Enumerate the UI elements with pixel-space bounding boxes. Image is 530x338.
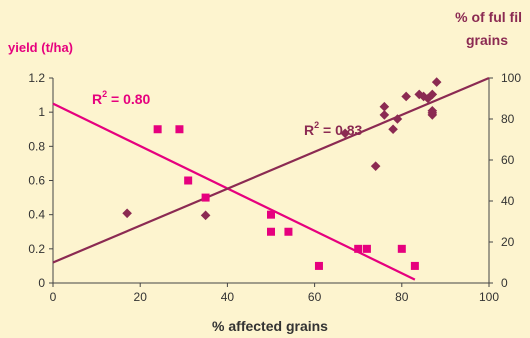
filled-grains-point [414, 89, 425, 100]
yield-point [175, 125, 184, 134]
filled-grains-point [388, 124, 398, 135]
y-right-tick-label: 0 [501, 276, 508, 290]
y-left-tick-label: 1 [38, 105, 45, 119]
r2-label-filled: R2 = 0.83 [304, 120, 363, 138]
yield-point [284, 227, 293, 236]
y-right-tick-label: 80 [501, 112, 515, 126]
y-left-tick-label: 0.8 [28, 139, 45, 153]
filled-grains-point [392, 114, 403, 124]
y-left-tick-label: 0 [38, 276, 45, 290]
trend-line-series-1 [52, 76, 490, 264]
y-axis-right-label-line1: % of ful fil [455, 9, 522, 25]
filled-grains-point [340, 128, 350, 139]
x-tick-label: 80 [395, 290, 409, 304]
filled-grains-point [401, 91, 411, 102]
yield-point [397, 244, 406, 253]
x-tick-label: 0 [50, 290, 57, 304]
r2-yield-prefix: R [92, 91, 102, 107]
yield-point [153, 125, 162, 134]
yield-point [201, 193, 210, 202]
y-right-tick-label: 100 [501, 71, 521, 85]
y-right-tick-label: 40 [501, 194, 515, 208]
r2-yield-sup: 2 [102, 89, 107, 99]
filled-grains-point [122, 208, 132, 219]
y-right-tick-label: 60 [501, 153, 515, 167]
data-points [122, 77, 442, 270]
x-tick-label: 20 [134, 290, 148, 304]
y-left-tick-label: 0.4 [28, 208, 45, 222]
yield-point [354, 244, 363, 253]
y-axis-left-label: yield (t/ha) [8, 40, 73, 55]
filled-grains-point [423, 93, 433, 104]
filled-grains-point [200, 210, 211, 221]
yield-point [267, 210, 275, 219]
y-right-tick-label: 20 [501, 235, 515, 249]
r2-label-yield: R2 = 0.80 [92, 89, 151, 107]
axes: 0 20 40 60 80 10000.20.40.60.811.202040608010… [28, 71, 521, 304]
r2-filled-prefix: R [304, 122, 314, 138]
r2-filled-sup: 2 [314, 120, 319, 130]
yield-point [314, 261, 323, 270]
r2-filled-value: = 0.83 [319, 122, 362, 138]
x-axis-label: % affected grains [212, 318, 328, 334]
filled-grains-point [379, 101, 390, 112]
trend-lines [52, 76, 490, 281]
yield-point [362, 244, 371, 253]
yield-point [184, 176, 193, 185]
y-left-tick-label: 1.2 [28, 71, 45, 85]
yield-point [267, 227, 275, 236]
filled-grains-point [427, 89, 438, 100]
r2-yield-value: = 0.80 [107, 91, 150, 107]
y-left-tick-label: 0.2 [28, 242, 45, 256]
y-left-tick-label: 0.6 [28, 174, 45, 188]
x-tick-label: 60 [308, 290, 322, 304]
yield-point [410, 261, 419, 270]
filled-grains-point [379, 110, 390, 120]
filled-grains-point [370, 161, 381, 171]
filled-grains-point [431, 77, 442, 87]
x-tick-label: 40 [221, 290, 235, 304]
x-tick-label: 100 [479, 290, 499, 304]
y-axis-right-label-line2: grains [466, 32, 508, 48]
filled-grains-point [427, 106, 438, 116]
